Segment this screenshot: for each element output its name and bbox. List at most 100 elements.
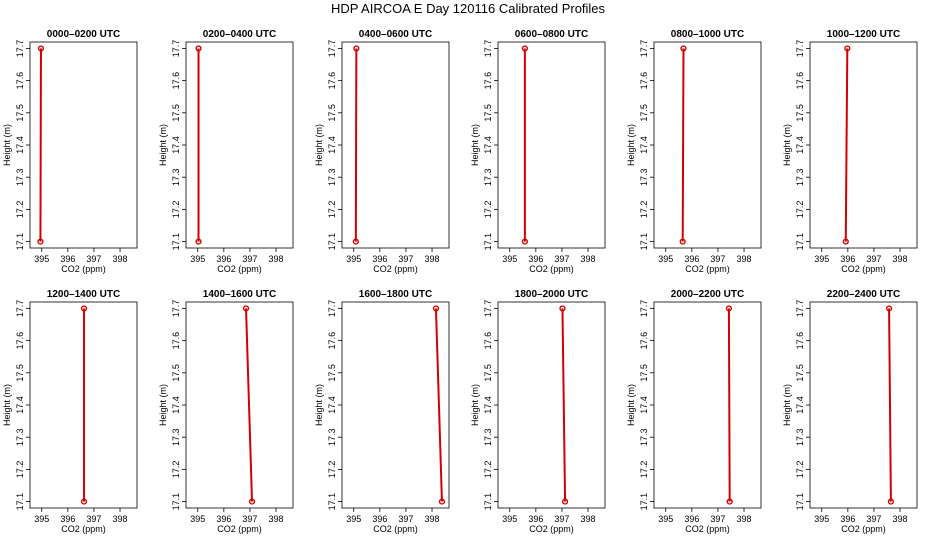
y-tick-label: 17.7 <box>639 40 649 58</box>
y-tick-label: 17.5 <box>171 104 181 122</box>
y-axis-label: Height (m) <box>2 384 12 426</box>
y-tick-label: 17.4 <box>327 136 337 154</box>
y-tick-label: 17.2 <box>483 461 493 479</box>
y-tick-label: 17.7 <box>171 300 181 318</box>
plot-frame <box>29 41 138 249</box>
x-tick-label: 397 <box>710 514 725 524</box>
x-axis-label: CO2 (ppm) <box>217 524 262 534</box>
y-tick-label: 17.4 <box>483 396 493 414</box>
y-tick-label: 17.7 <box>327 300 337 318</box>
y-tick-label: 17.4 <box>171 396 181 414</box>
profile-point <box>680 45 687 52</box>
plot-frame <box>653 41 762 249</box>
y-tick-label: 17.5 <box>483 104 493 122</box>
y-tick-label: 17.3 <box>327 168 337 186</box>
profile-point <box>842 238 849 245</box>
y-tick-label: 17.3 <box>327 428 337 446</box>
x-axis-label: CO2 (ppm) <box>61 264 106 274</box>
y-tick-label: 17.4 <box>483 136 493 154</box>
y-tick-label: 17.5 <box>171 364 181 382</box>
x-tick-label: 396 <box>528 514 543 524</box>
x-axis-label: CO2 (ppm) <box>373 264 418 274</box>
y-tick-label: 17.3 <box>639 168 649 186</box>
y-tick-label: 17.6 <box>15 72 25 90</box>
x-tick-label: 395 <box>34 514 49 524</box>
y-tick-label: 17.7 <box>483 40 493 58</box>
y-tick-label: 17.3 <box>483 428 493 446</box>
y-tick-label: 17.7 <box>795 40 805 58</box>
profile-point <box>353 45 360 52</box>
y-tick-label: 17.1 <box>795 493 805 511</box>
figure-title: HDP AIRCOA E Day 120116 Calibrated Profi… <box>330 1 606 16</box>
panel-title: 1600–1800 UTC <box>359 289 432 300</box>
y-tick-label: 17.4 <box>795 136 805 154</box>
y-tick-label: 17.5 <box>795 364 805 382</box>
profile-line <box>727 308 731 502</box>
x-tick-label: 398 <box>581 254 596 264</box>
y-tick-label: 17.4 <box>15 396 25 414</box>
x-tick-label: 395 <box>814 514 829 524</box>
profile-line <box>561 308 567 502</box>
y-tick-label: 17.4 <box>15 136 25 154</box>
y-tick-label: 17.6 <box>639 72 649 90</box>
plot-frame <box>185 41 294 249</box>
profile-point <box>80 305 88 312</box>
x-tick-label: 397 <box>554 514 569 524</box>
panel-title: 1200–1400 UTC <box>47 289 120 300</box>
y-tick-label: 17.1 <box>15 233 25 251</box>
x-tick-label: 395 <box>346 254 361 264</box>
y-tick-label: 17.3 <box>171 168 181 186</box>
x-tick-label: 396 <box>684 254 699 264</box>
y-tick-label: 17.1 <box>483 233 493 251</box>
profile-line <box>844 48 849 242</box>
x-tick-label: 395 <box>346 514 361 524</box>
y-tick-label: 17.7 <box>483 300 493 318</box>
x-tick-label: 397 <box>398 514 413 524</box>
x-tick-label: 398 <box>269 514 284 524</box>
x-axis-label: CO2 (ppm) <box>529 264 574 274</box>
x-tick-label: 395 <box>190 514 205 524</box>
x-tick-label: 396 <box>684 514 699 524</box>
x-tick-label: 396 <box>216 514 231 524</box>
panel-title: 0400–0600 UTC <box>359 29 432 40</box>
x-tick-label: 398 <box>425 514 440 524</box>
profile-point <box>432 305 440 312</box>
x-tick-label: 395 <box>190 254 205 264</box>
profile-point <box>726 498 733 505</box>
profile-point <box>561 498 569 505</box>
plot-frame <box>341 41 450 249</box>
y-tick-label: 17.4 <box>795 396 805 414</box>
x-axis-label: CO2 (ppm) <box>61 524 106 534</box>
profile-point <box>885 305 893 312</box>
profile-point <box>248 498 256 505</box>
y-tick-label: 17.2 <box>15 461 25 479</box>
y-tick-label: 17.6 <box>795 332 805 350</box>
y-tick-label: 17.4 <box>327 396 337 414</box>
profile-line <box>39 48 42 242</box>
y-axis-label: Height (m) <box>782 124 792 166</box>
y-tick-label: 17.2 <box>171 461 181 479</box>
panel-title: 0800–1000 UTC <box>671 29 744 40</box>
plot-frame <box>809 301 918 509</box>
x-tick-label: 395 <box>34 254 49 264</box>
y-tick-label: 17.5 <box>639 364 649 382</box>
x-axis-label: CO2 (ppm) <box>373 524 418 534</box>
profile-point <box>195 45 202 52</box>
y-tick-label: 17.3 <box>795 168 805 186</box>
y-tick-label: 17.4 <box>171 136 181 154</box>
profile-point <box>352 238 359 245</box>
y-tick-label: 17.1 <box>327 493 337 511</box>
y-tick-label: 17.4 <box>639 396 649 414</box>
panel-title: 1400–1600 UTC <box>203 289 276 300</box>
y-tick-label: 17.5 <box>327 104 337 122</box>
y-axis-label: Height (m) <box>626 384 636 426</box>
y-tick-label: 17.3 <box>15 168 25 186</box>
x-tick-label: 395 <box>658 514 673 524</box>
y-tick-label: 17.3 <box>171 428 181 446</box>
profile-point <box>679 238 686 245</box>
y-axis-label: Height (m) <box>314 124 324 166</box>
profile-point <box>80 498 88 505</box>
x-tick-label: 398 <box>113 514 128 524</box>
x-tick-label: 396 <box>372 254 387 264</box>
